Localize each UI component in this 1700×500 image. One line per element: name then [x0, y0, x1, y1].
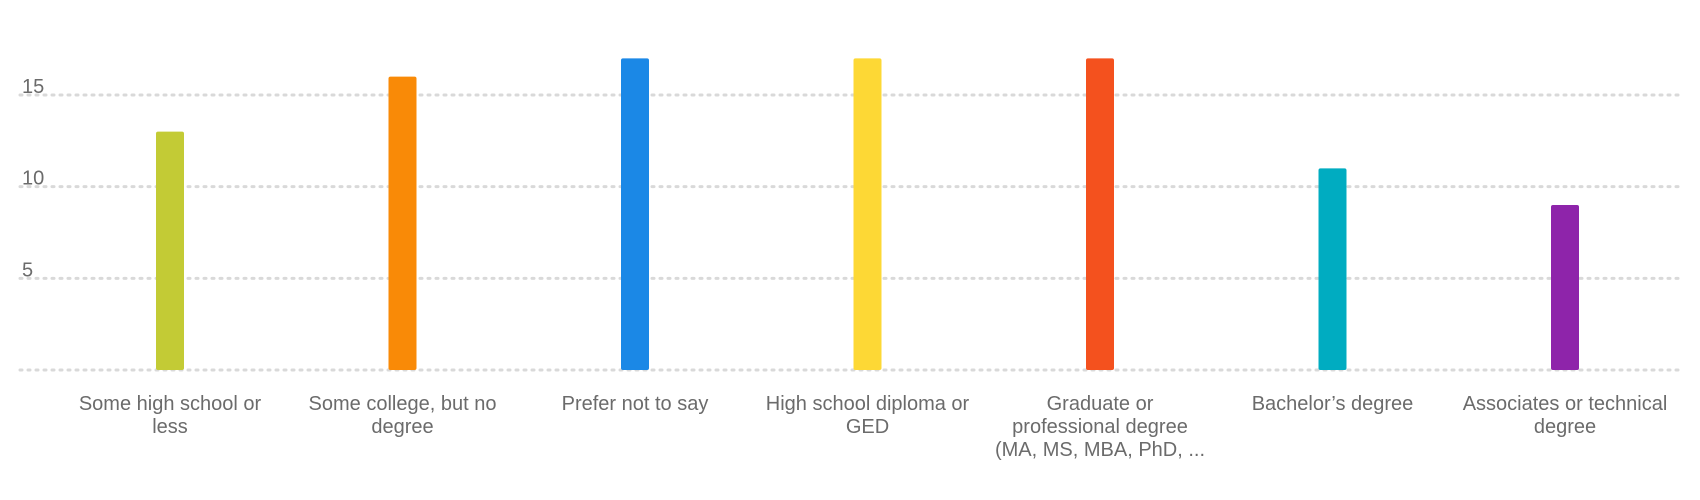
x-category-label: Some college, but no degree: [309, 393, 497, 438]
bar-6[interactable]: [1318, 168, 1347, 370]
gridlines: [18, 93, 1682, 372]
bar-2[interactable]: [388, 76, 417, 371]
y-axis-ticks: 5 10 15: [22, 76, 44, 281]
x-category-label: Some high school or less: [79, 393, 262, 438]
x-category-label: Bachelor’s degree: [1252, 393, 1414, 415]
x-category-label: High school diploma or GED: [766, 393, 970, 438]
bar-1[interactable]: [156, 131, 184, 370]
bar-3[interactable]: [621, 58, 649, 370]
x-category-label: Prefer not to say: [562, 393, 709, 415]
bar-7[interactable]: [1551, 205, 1579, 370]
bars: [156, 58, 1579, 371]
x-axis-labels: Some high school or less Some college, but…: [79, 393, 1667, 461]
x-category-label: Graduate or professional degree (MA, MS, M…: [995, 393, 1205, 461]
x-category-label: Associates or technical degree: [1463, 393, 1668, 438]
y-tick-label: 5: [22, 259, 33, 281]
bar-5[interactable]: [1086, 58, 1114, 370]
y-tick-label: 15: [22, 76, 44, 98]
y-tick-label: 10: [22, 168, 44, 190]
bar-4[interactable]: [853, 58, 882, 370]
